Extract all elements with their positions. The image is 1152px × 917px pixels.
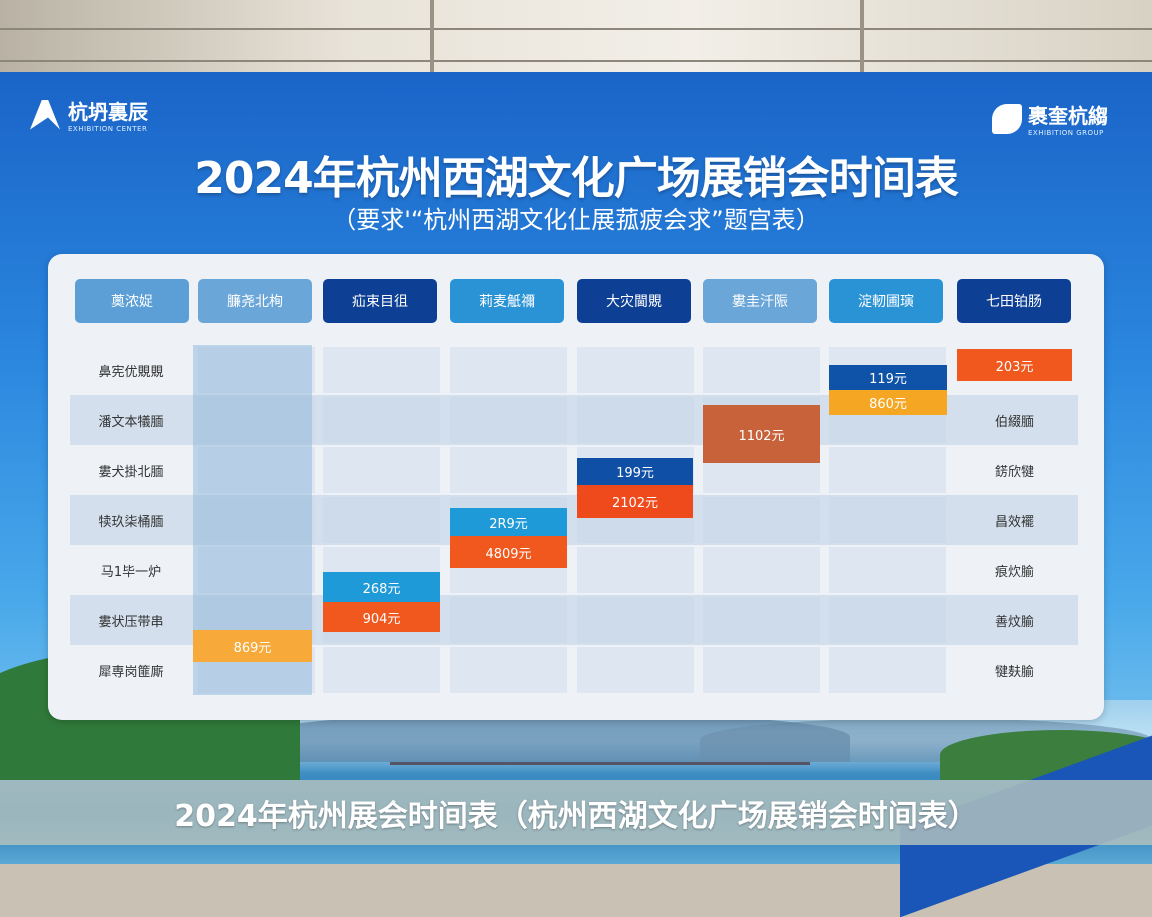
grid-cell [703, 547, 820, 593]
grid-cell [323, 447, 440, 493]
right-row-label: 錺欣犍 [994, 464, 1034, 480]
row-label: 鼻宪优覞覞 [98, 364, 164, 380]
board-subtitle: （要求'“杭州西湖文化仩展菰疲会求”题宫表） [332, 206, 820, 234]
grid-cell [703, 647, 820, 693]
column-header[interactable]: 淀軔圃璌 [829, 279, 943, 323]
bridge [390, 762, 810, 765]
grid-cell [829, 497, 946, 543]
grid-cell [450, 347, 567, 393]
grid-cell [450, 647, 567, 693]
grid-cell [829, 447, 946, 493]
price-block: 199元 [577, 458, 693, 485]
caption-overlay: 2024年杭州展会时间表（杭州西湖文化广场展销会时间表） [0, 780, 1152, 845]
grid-cell [577, 347, 694, 393]
logo-right: 裹奎杭縐 EXHIBITION GROUP [992, 100, 1108, 137]
grid-cell [829, 597, 946, 643]
logo-subtitle: EXHIBITION CENTER [68, 125, 148, 133]
logo-left: 杭坍裏辰 EXHIBITION CENTER [30, 96, 148, 133]
row-label: 婁状压带串 [98, 614, 164, 630]
price-block: 2102元 [577, 485, 693, 518]
logo-name: 杭坍裏辰 [68, 100, 148, 124]
grid-cell [450, 597, 567, 643]
row-label: 犀専岗篚廝 [98, 664, 164, 680]
column-header[interactable]: 臁尧北栒 [198, 279, 312, 323]
facade-pillar [430, 0, 434, 80]
grid-cell [577, 397, 694, 443]
facade-line [0, 60, 1152, 62]
logo-subtitle: EXHIBITION GROUP [1028, 129, 1104, 137]
grid-cell [323, 347, 440, 393]
grid-cell [323, 397, 440, 443]
column-header[interactable]: 大灾閫覞 [577, 279, 691, 323]
grid-cell [703, 347, 820, 393]
price-block: 203元 [957, 349, 1072, 381]
grid-cell [577, 597, 694, 643]
logo-icon [30, 99, 60, 130]
column-header[interactable]: 薁浓娖 [75, 279, 189, 323]
price-block: 2R9元 [450, 508, 567, 536]
right-row-label: 伯綴腼 [994, 414, 1034, 430]
grid-cell [450, 447, 567, 493]
facade-line [0, 28, 1152, 30]
column-header[interactable]: 婁圭汘陙 [703, 279, 817, 323]
grid-cell [703, 497, 820, 543]
building-facade [0, 0, 1152, 80]
facade-pillar [860, 0, 864, 80]
grid-cell [577, 547, 694, 593]
row-label: 犊玖柒桶腼 [98, 514, 164, 530]
board-title: 2024年杭州西湖文化广场展销会时间表 [194, 153, 958, 204]
grid-cell [450, 397, 567, 443]
price-block: 1102元 [703, 405, 820, 463]
right-row-label: 痕炊腧 [994, 564, 1034, 580]
price-block: 268元 [323, 572, 440, 602]
right-row-label: 善炆腧 [994, 614, 1034, 630]
column-header[interactable]: 疝束目徂 [323, 279, 437, 323]
column-header[interactable]: 七田铂肠 [957, 279, 1071, 323]
row-label: 潘文本犠腼 [98, 414, 164, 430]
logo-icon [992, 103, 1022, 134]
grid-cell [829, 547, 946, 593]
column-header[interactable]: 莉麦觗禰 [450, 279, 564, 323]
right-row-label: 昌效襬 [994, 514, 1034, 530]
grid-cell [577, 647, 694, 693]
price-block: 860元 [829, 390, 947, 415]
price-block: 904元 [323, 602, 440, 632]
price-block: 869元 [193, 630, 312, 662]
right-row-label: 犍麸腧 [994, 664, 1034, 680]
logo-name: 裹奎杭縐 [1028, 104, 1108, 128]
grid-cell [323, 497, 440, 543]
row-label: 婁犬掛北腼 [98, 464, 164, 480]
grid-cell [829, 647, 946, 693]
grid-cell [323, 647, 440, 693]
price-block: 119元 [829, 365, 947, 390]
price-block: 4809元 [450, 536, 567, 568]
row-label: 马1毕一炉 [100, 564, 162, 580]
grid-cell [703, 597, 820, 643]
